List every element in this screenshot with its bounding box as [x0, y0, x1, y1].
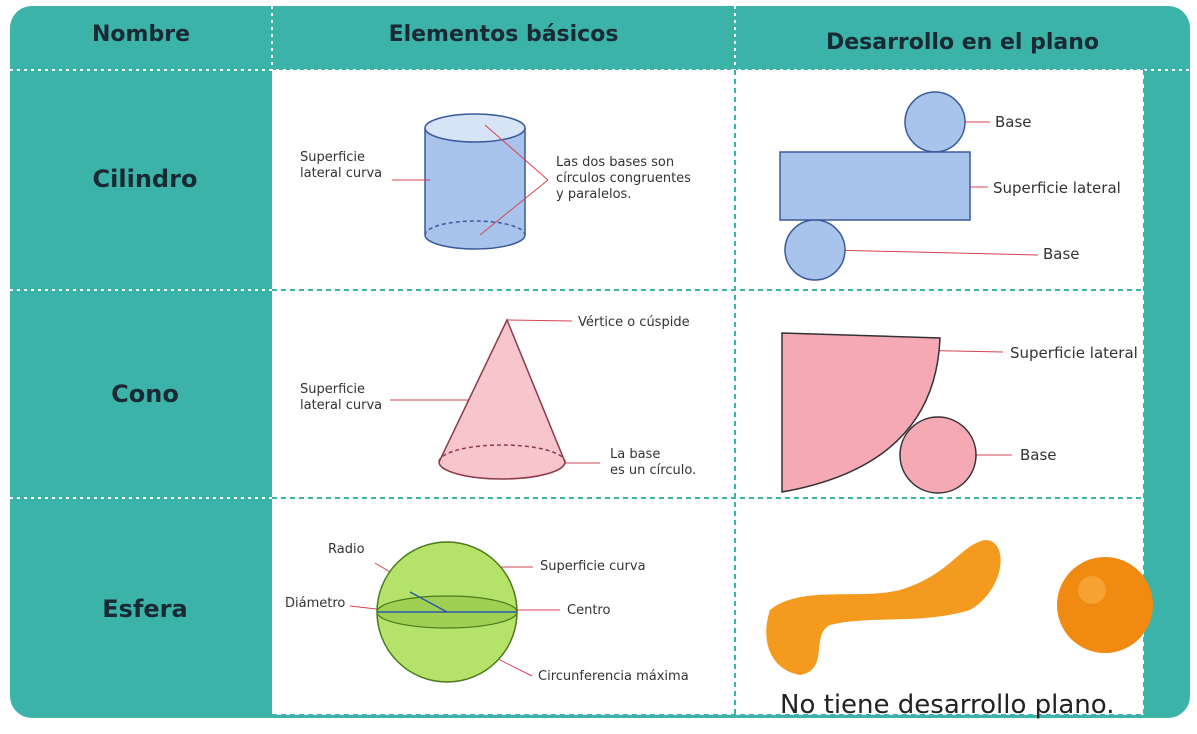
header-cell: Elementos básicos	[388, 22, 619, 47]
row-name: Cilindro	[92, 165, 198, 193]
label: Base	[1043, 245, 1080, 263]
label: La base es un círculo.	[610, 447, 697, 478]
header-cell: Nombre	[92, 22, 190, 47]
orange-peel	[766, 540, 1153, 675]
label: Vértice o cúspide	[578, 315, 690, 330]
header-dividers	[10, 6, 1190, 499]
label: Radio	[328, 542, 365, 557]
sphere	[376, 541, 518, 683]
label: Circunferencia máxima	[538, 669, 689, 684]
label: Centro	[567, 603, 611, 618]
label: Superficie lateral curva	[300, 382, 383, 413]
label: Diámetro	[285, 596, 346, 611]
label: Superficie lateral	[993, 179, 1121, 197]
label: Superficie lateral curva	[300, 150, 383, 181]
label: Base	[995, 113, 1032, 131]
label: Las dos bases son círculos congruentes y…	[556, 155, 691, 202]
cone	[438, 318, 566, 480]
label: Superficie lateral	[1010, 344, 1138, 362]
label: Base	[1020, 446, 1057, 464]
label: Superficie curva	[540, 559, 646, 574]
cylinder-net	[779, 91, 971, 281]
row-name: Cono	[111, 380, 179, 408]
note: No tiene desarrollo plano.	[780, 690, 1115, 720]
row-name: Esfera	[102, 595, 188, 623]
cylinder	[424, 113, 526, 250]
header-cell: Desarrollo en el plano	[825, 30, 1100, 55]
cell-dividers	[272, 70, 1145, 716]
cone-net	[781, 332, 977, 494]
